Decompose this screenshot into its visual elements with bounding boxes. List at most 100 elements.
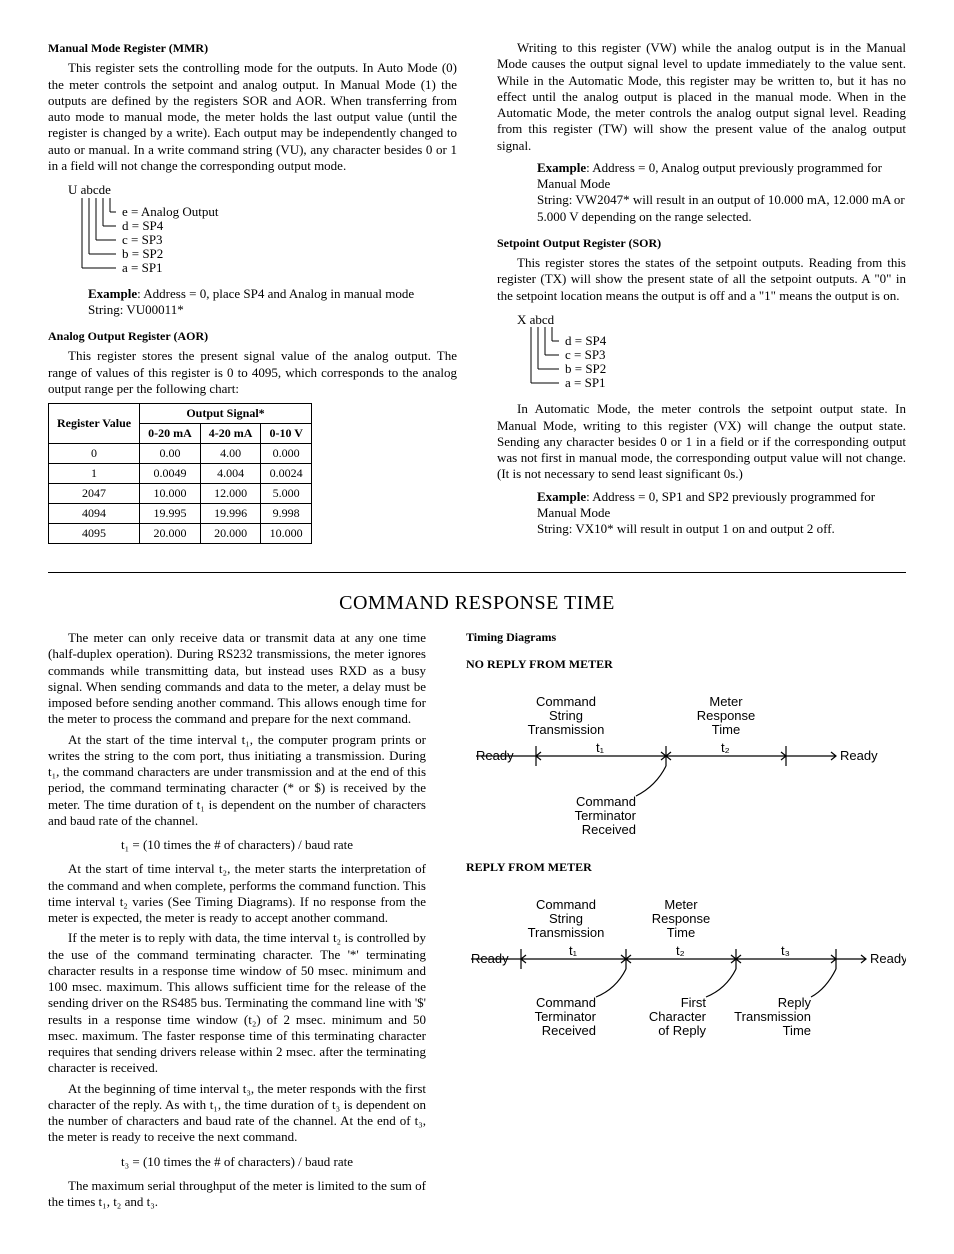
svg-text:Character: Character: [649, 1009, 707, 1024]
svg-text:Command: Command: [536, 995, 596, 1010]
mmr-body: This register sets the controlling mode …: [48, 60, 457, 174]
th-010: 0-10 V: [261, 424, 311, 444]
ex2-label: Example: [537, 489, 586, 504]
svg-text:Transmission: Transmission: [528, 722, 605, 737]
example-l2: String: VU00011*: [88, 302, 184, 317]
th-regval: Register Value: [49, 404, 140, 444]
mmr-tree: U abcde e = Analog Output d = SP4 c = SP…: [68, 182, 457, 278]
tree-d: d = SP4: [122, 218, 164, 233]
ex2-l2: String: VX10* will result in output 1 on…: [537, 521, 835, 536]
svg-text:Ready: Ready: [840, 748, 878, 763]
th-020: 0-20 mA: [140, 424, 201, 444]
table-row: 204710.00012.0005.000: [49, 484, 312, 504]
svg-text:Reply: Reply: [778, 995, 812, 1010]
svg-text:Transmission: Transmission: [734, 1009, 811, 1024]
tree-a: a = SP1: [122, 260, 163, 275]
svg-text:Terminator: Terminator: [535, 1009, 597, 1024]
tree-root-x: X abcd: [517, 312, 906, 328]
tree-svg-x: d = SP4 c = SP3 b = SP2 a = SP1: [517, 327, 717, 393]
diag1-title: NO REPLY FROM METER: [466, 657, 906, 672]
timing-title: Timing Diagrams: [466, 630, 906, 645]
vw-example: Example: Address = 0, Analog output prev…: [537, 160, 906, 225]
aor-body: This register stores the present signal …: [48, 348, 457, 397]
svg-text:Ready: Ready: [476, 748, 514, 763]
lp2: At the start of the time interval t₁, th…: [48, 732, 426, 830]
tree-xb: b = SP2: [565, 361, 606, 376]
tree-svg-u: e = Analog Output d = SP4 c = SP3 b = SP…: [68, 198, 268, 278]
sor-example: Example: Address = 0, SP1 and SP2 previo…: [537, 489, 906, 538]
tree-xa: a = SP1: [565, 375, 606, 390]
table-header-row: Register Value Output Signal*: [49, 404, 312, 424]
svg-text:Transmission: Transmission: [528, 925, 605, 940]
tree-root: U abcde: [68, 182, 457, 198]
svg-text:String: String: [549, 708, 583, 723]
svg-text:Meter: Meter: [709, 694, 743, 709]
svg-text:of Reply: of Reply: [658, 1023, 706, 1038]
table-row: 10.00494.0040.0024: [49, 464, 312, 484]
aor-table: Register Value Output Signal* 0-20 mA 4-…: [48, 403, 312, 544]
ex1-l1: : Address = 0, Analog output previously …: [537, 160, 882, 191]
tree-xd: d = SP4: [565, 333, 607, 348]
svg-text:t₂: t₂: [721, 740, 730, 755]
example-l1: : Address = 0, place SP4 and Analog in m…: [137, 286, 414, 301]
svg-text:Response: Response: [652, 911, 711, 926]
ex2-l1: : Address = 0, SP1 and SP2 previously pr…: [537, 489, 875, 520]
mmr-example: Example: Address = 0, place SP4 and Anal…: [88, 286, 457, 319]
svg-text:t₃: t₃: [781, 943, 790, 958]
section-divider: [48, 572, 906, 573]
lower-right-col: Timing Diagrams NO REPLY FROM METER: [466, 630, 906, 1214]
svg-text:First: First: [681, 995, 707, 1010]
svg-text:Ready: Ready: [870, 951, 906, 966]
svg-text:Received: Received: [542, 1023, 596, 1038]
svg-text:Command: Command: [576, 794, 636, 809]
aor-title: Analog Output Register (AOR): [48, 328, 457, 344]
formula2: t₃ = (10 times the # of characters) / ba…: [48, 1154, 426, 1170]
ex1-label: Example: [537, 160, 586, 175]
table-row: 409419.99519.9969.998: [49, 504, 312, 524]
svg-text:Ready: Ready: [471, 951, 509, 966]
sor-p2: In Automatic Mode, the meter controls th…: [497, 401, 906, 482]
lp3: At the start of time interval t₂, the me…: [48, 861, 426, 926]
tree-b: b = SP2: [122, 246, 163, 261]
tree-e: e = Analog Output: [122, 204, 219, 219]
main-heading: COMMAND RESPONSE TIME: [48, 591, 906, 616]
th-420: 4-20 mA: [200, 424, 261, 444]
lp1: The meter can only receive data or trans…: [48, 630, 426, 728]
svg-text:t₁: t₁: [596, 740, 605, 755]
timing-diagram-2: Ready Ready Command String Transmission …: [466, 879, 906, 1049]
lower-left-col: The meter can only receive data or trans…: [48, 630, 426, 1214]
svg-text:Terminator: Terminator: [575, 808, 637, 823]
th-output: Output Signal*: [140, 404, 312, 424]
svg-text:Response: Response: [697, 708, 756, 723]
lower-section: The meter can only receive data or trans…: [48, 630, 906, 1214]
example-label: Example: [88, 286, 137, 301]
upper-right-col: Writing to this register (VW) while the …: [497, 40, 906, 554]
lp6: The maximum serial throughput of the met…: [48, 1178, 426, 1211]
svg-text:Received: Received: [582, 822, 636, 836]
svg-text:String: String: [549, 911, 583, 926]
sor-title: Setpoint Output Register (SOR): [497, 235, 906, 251]
svg-text:Command: Command: [536, 897, 596, 912]
svg-text:Time: Time: [783, 1023, 811, 1038]
upper-section: Manual Mode Register (MMR) This register…: [48, 40, 906, 554]
tree-c: c = SP3: [122, 232, 163, 247]
svg-text:Meter: Meter: [664, 897, 698, 912]
sor-body: This register stores the states of the s…: [497, 255, 906, 304]
sor-tree: X abcd d = SP4 c = SP3 b = SP2 a = SP1: [517, 312, 906, 394]
svg-text:Time: Time: [667, 925, 695, 940]
mmr-title: Manual Mode Register (MMR): [48, 40, 457, 56]
svg-text:Time: Time: [712, 722, 740, 737]
table-row: 00.004.000.000: [49, 444, 312, 464]
ex1-l2: String: VW2047* will result in an output…: [537, 192, 905, 223]
formula1: t₁ = (10 times the # of characters) / ba…: [48, 837, 426, 853]
diag2-title: REPLY FROM METER: [466, 860, 906, 875]
svg-text:t₂: t₂: [676, 943, 685, 958]
lp4: If the meter is to reply with data, the …: [48, 930, 426, 1076]
vw-body: Writing to this register (VW) while the …: [497, 40, 906, 154]
svg-text:t₁: t₁: [569, 943, 578, 958]
svg-text:Command: Command: [536, 694, 596, 709]
timing-diagram-1: Ready Ready Command String Transmission …: [466, 676, 886, 836]
upper-left-col: Manual Mode Register (MMR) This register…: [48, 40, 457, 554]
tree-xc: c = SP3: [565, 347, 606, 362]
lp5: At the beginning of time interval t₃, th…: [48, 1081, 426, 1146]
